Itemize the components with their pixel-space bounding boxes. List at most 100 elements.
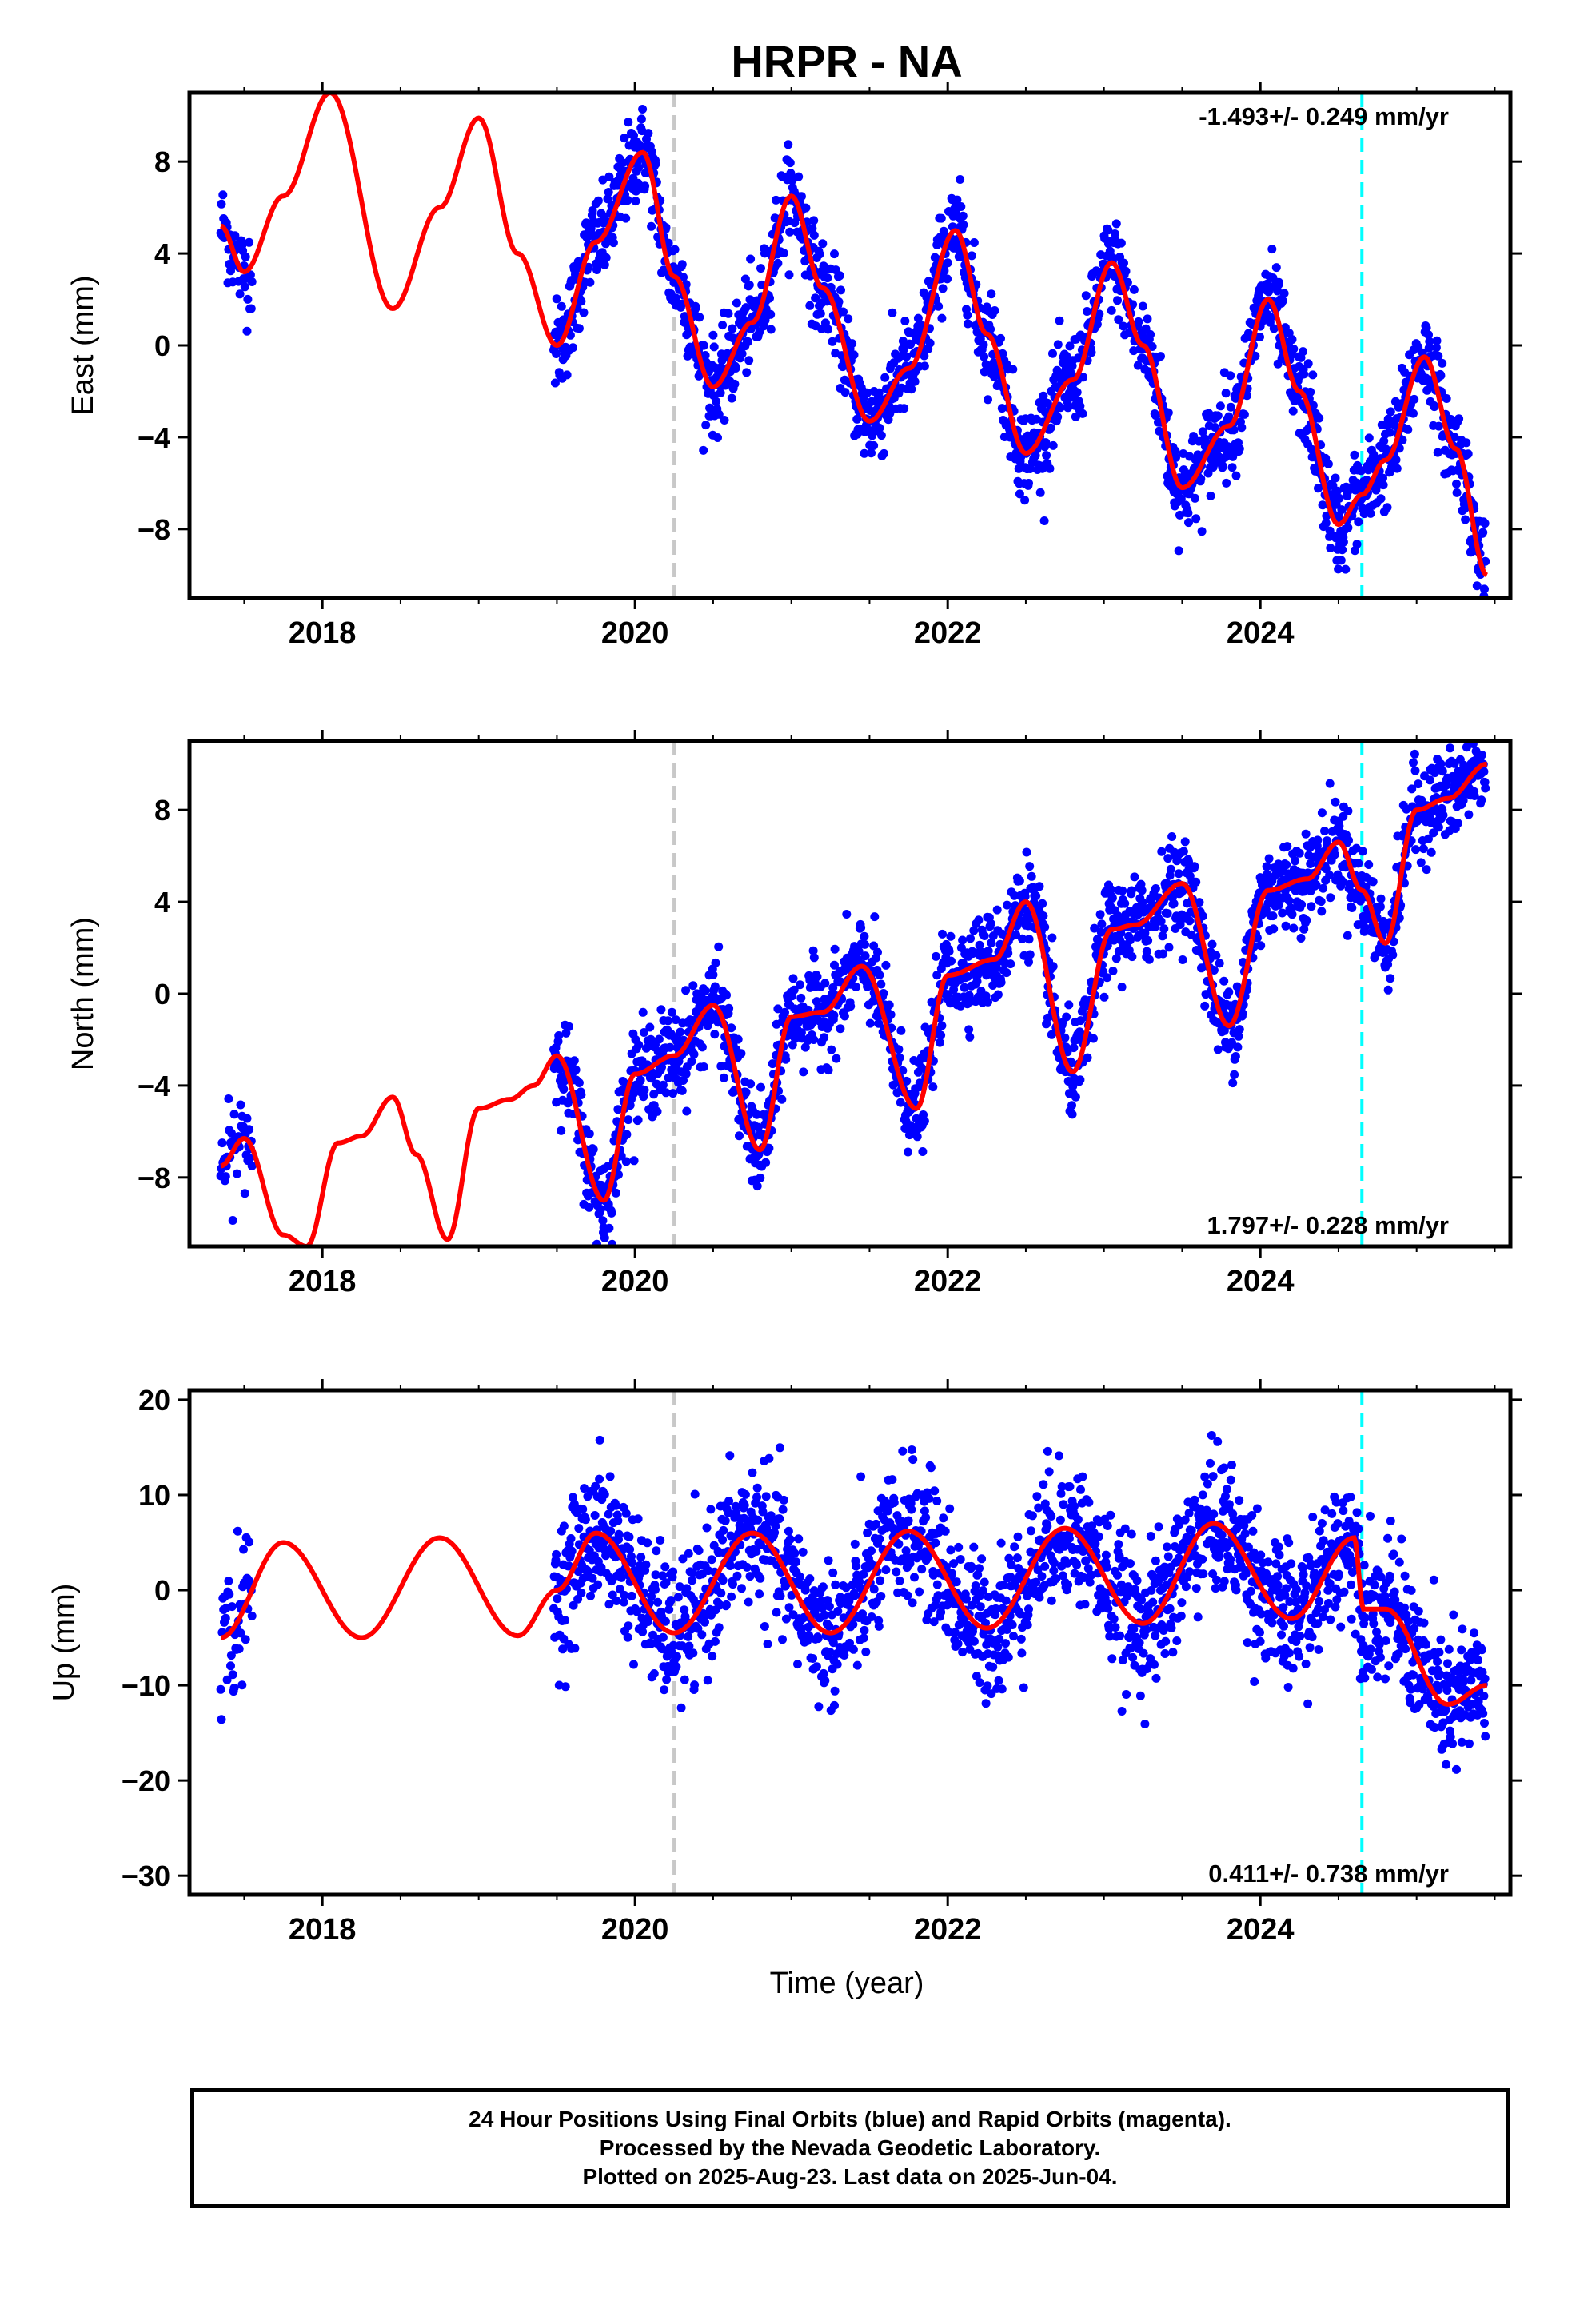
data-point (567, 1534, 576, 1543)
data-point (856, 1473, 865, 1481)
data-point (606, 1527, 615, 1536)
data-point (1434, 823, 1443, 831)
data-point (792, 1557, 800, 1566)
data-point (660, 1562, 669, 1571)
data-point (676, 1028, 684, 1037)
data-point (613, 1517, 622, 1525)
data-point (1295, 849, 1304, 858)
data-point (1442, 394, 1451, 403)
data-point (794, 1534, 803, 1543)
y-tick-label: −4 (138, 1070, 170, 1102)
data-point (780, 1008, 789, 1017)
data-point (832, 1054, 840, 1063)
data-point (718, 1536, 727, 1545)
data-point (744, 356, 753, 365)
data-point (1289, 407, 1298, 416)
data-point (732, 299, 741, 308)
data-point (772, 1608, 781, 1617)
data-point (1279, 297, 1287, 305)
data-point (918, 1147, 927, 1156)
data-point (1419, 844, 1428, 853)
panel-frame (190, 741, 1510, 1246)
data-point (980, 931, 989, 940)
data-point (615, 1530, 624, 1539)
data-point (760, 1622, 769, 1631)
data-point (640, 181, 649, 190)
data-point (746, 1079, 755, 1088)
data-point (1410, 395, 1418, 404)
data-point (1036, 488, 1045, 497)
data-point (596, 1436, 604, 1445)
data-point (833, 1607, 842, 1616)
data-point (1134, 317, 1143, 326)
y-axis-label: East (mm) (66, 275, 100, 415)
data-point (1384, 986, 1393, 995)
data-point (716, 1589, 725, 1597)
data-point (1198, 527, 1207, 536)
data-point (1151, 884, 1160, 893)
data-point (1002, 1597, 1011, 1605)
data-point (224, 1577, 233, 1585)
data-point (1232, 472, 1241, 480)
panel-plot-area (217, 712, 1490, 1249)
data-point (708, 331, 717, 340)
data-point (241, 1189, 249, 1198)
data-point (799, 1548, 808, 1557)
data-point (836, 1024, 844, 1033)
data-point (688, 1648, 697, 1657)
data-point (656, 1005, 665, 1014)
data-point (1159, 950, 1167, 959)
data-point (217, 200, 226, 209)
data-point (1075, 1075, 1084, 1084)
data-point (900, 317, 909, 325)
data-point (1331, 474, 1340, 483)
data-point (634, 1041, 643, 1050)
data-point (708, 971, 717, 979)
data-point (1185, 916, 1194, 925)
data-point (853, 1661, 862, 1670)
data-point (594, 197, 603, 205)
data-point (860, 1626, 868, 1635)
data-point (764, 1454, 773, 1463)
data-point (1053, 413, 1062, 421)
data-point (700, 341, 708, 350)
data-point (1163, 909, 1172, 918)
data-point (913, 1132, 922, 1141)
data-point (995, 1676, 1003, 1685)
data-point (643, 1538, 652, 1547)
data-point (861, 1648, 870, 1656)
data-point (980, 341, 988, 349)
data-point (1035, 882, 1044, 891)
data-point (600, 1234, 609, 1242)
data-point (1409, 759, 1418, 767)
data-point (808, 1654, 817, 1663)
data-point (830, 249, 839, 258)
data-point (1001, 1639, 1010, 1648)
data-point (1430, 402, 1438, 411)
data-point (805, 1574, 814, 1583)
data-point (557, 1126, 565, 1135)
data-point (810, 953, 819, 962)
data-point (690, 1680, 699, 1689)
data-point (888, 309, 896, 317)
data-point (652, 160, 660, 169)
data-point (1211, 951, 1220, 960)
data-point (1054, 340, 1063, 349)
data-point (848, 339, 856, 348)
data-point (624, 1115, 632, 1124)
rate-annotation: -1.493+/- 0.249 mm/yr (1199, 102, 1449, 130)
data-point (977, 1554, 986, 1563)
data-point (794, 173, 803, 181)
data-point (1256, 941, 1265, 950)
data-point (612, 1597, 621, 1605)
data-point (991, 306, 999, 315)
data-point (1143, 936, 1152, 945)
data-point (217, 1138, 226, 1147)
data-point (1454, 819, 1462, 827)
data-point (1297, 900, 1306, 909)
data-point (1175, 869, 1183, 878)
data-point (1027, 872, 1036, 881)
data-point (641, 1561, 650, 1569)
data-point (224, 1094, 233, 1103)
